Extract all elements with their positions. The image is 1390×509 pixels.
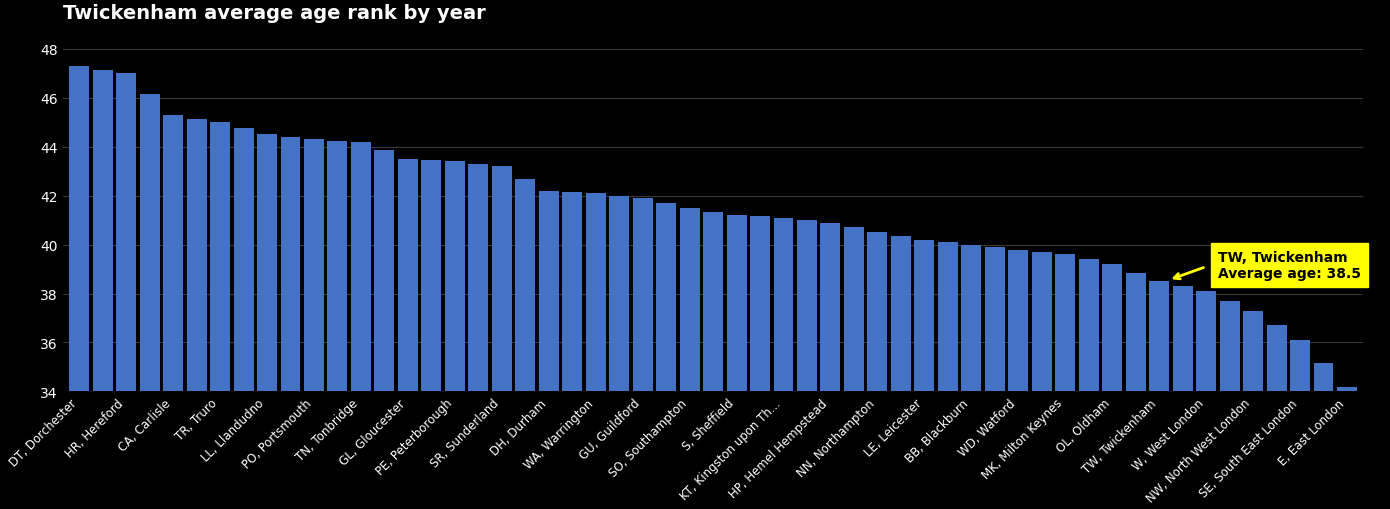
Bar (350, 143, 371, 391)
Bar (1219, 301, 1240, 391)
Bar (938, 243, 958, 391)
Bar (492, 167, 512, 391)
Bar (820, 223, 841, 391)
Bar (1126, 273, 1145, 391)
Bar (1314, 363, 1333, 391)
Bar (445, 162, 464, 391)
Bar (210, 123, 229, 391)
Bar (1173, 287, 1193, 391)
Bar (1290, 341, 1309, 391)
Bar (1055, 255, 1076, 391)
Bar (727, 216, 746, 391)
Bar (1243, 311, 1264, 391)
Bar (539, 191, 559, 391)
Bar (328, 142, 348, 391)
Bar (1266, 326, 1287, 391)
Bar (609, 196, 630, 391)
Bar (562, 192, 582, 391)
Bar (186, 119, 207, 391)
Bar (891, 237, 910, 391)
Bar (163, 116, 183, 391)
Bar (516, 179, 535, 391)
Bar (962, 245, 981, 391)
Text: Twickenham average age rank by year: Twickenham average age rank by year (63, 4, 485, 23)
Bar (281, 137, 300, 391)
Bar (70, 67, 89, 391)
Bar (139, 95, 160, 391)
Bar (1337, 387, 1357, 391)
Bar (257, 135, 277, 391)
Bar (117, 74, 136, 391)
Bar (93, 71, 113, 391)
Bar (680, 209, 699, 391)
Bar (773, 218, 794, 391)
Bar (656, 204, 676, 391)
Text: TW, Twickenham
Average age: 38.5: TW, Twickenham Average age: 38.5 (1218, 250, 1361, 280)
Bar (234, 129, 253, 391)
Bar (867, 233, 887, 391)
Bar (468, 164, 488, 391)
Bar (1008, 250, 1029, 391)
Bar (374, 151, 395, 391)
Bar (703, 212, 723, 391)
Bar (1079, 260, 1098, 391)
Bar (421, 161, 442, 391)
Bar (796, 221, 817, 391)
Bar (398, 160, 418, 391)
Bar (915, 240, 934, 391)
Bar (585, 194, 606, 391)
Bar (751, 217, 770, 391)
Bar (1031, 252, 1052, 391)
Bar (632, 199, 653, 391)
Bar (844, 228, 865, 391)
Bar (1102, 265, 1122, 391)
Bar (1150, 282, 1169, 391)
Bar (304, 140, 324, 391)
Bar (986, 247, 1005, 391)
Bar (1197, 292, 1216, 391)
